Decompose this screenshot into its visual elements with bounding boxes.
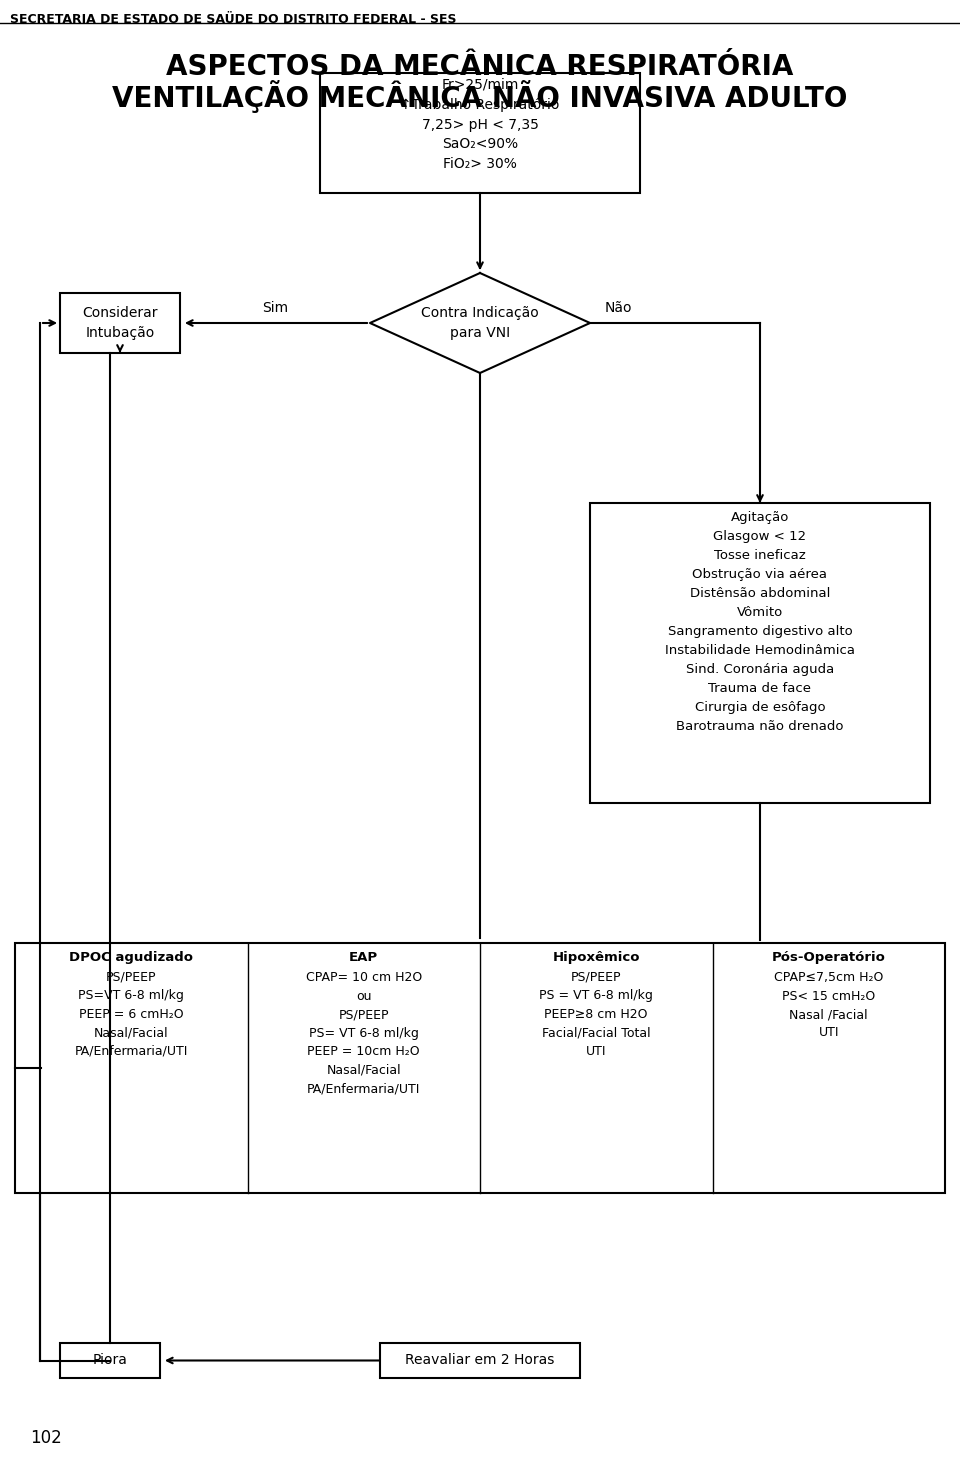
FancyBboxPatch shape xyxy=(60,1343,160,1379)
Text: Contra Indicação
para VNI: Contra Indicação para VNI xyxy=(421,306,539,340)
Text: Pós-Operatório: Pós-Operatório xyxy=(772,952,886,963)
FancyBboxPatch shape xyxy=(380,1343,580,1379)
Text: Hipoxêmico: Hipoxêmico xyxy=(553,952,640,963)
Text: Não: Não xyxy=(605,300,633,315)
Text: PS/PEEP
PS=VT 6-8 ml/kg
PEEP = 6 cmH₂O
Nasal/Facial
PA/Enfermaria/UTI: PS/PEEP PS=VT 6-8 ml/kg PEEP = 6 cmH₂O N… xyxy=(75,971,188,1058)
Text: 102: 102 xyxy=(30,1429,61,1446)
FancyBboxPatch shape xyxy=(320,74,640,193)
FancyBboxPatch shape xyxy=(590,502,930,803)
Text: Reavaliar em 2 Horas: Reavaliar em 2 Horas xyxy=(405,1354,555,1367)
Text: Piora: Piora xyxy=(92,1354,128,1367)
FancyBboxPatch shape xyxy=(15,943,945,1193)
Text: Sim: Sim xyxy=(262,300,288,315)
Text: DPOC agudizado: DPOC agudizado xyxy=(69,952,193,963)
Text: Fr>25/mim
↑Trabalho Respiratório
7,25> pH < 7,35
SaO₂<90%
FiO₂> 30%: Fr>25/mim ↑Trabalho Respiratório 7,25> p… xyxy=(400,78,560,171)
Text: Considerar
Intubação: Considerar Intubação xyxy=(83,306,157,340)
Text: CPAP= 10 cm H2O
ou
PS/PEEP
PS= VT 6-8 ml/kg
PEEP = 10cm H₂O
Nasal/Facial
PA/Enfe: CPAP= 10 cm H2O ou PS/PEEP PS= VT 6-8 ml… xyxy=(305,971,421,1094)
Text: CPAP≤7,5cm H₂O
PS< 15 cmH₂O
Nasal /Facial
UTI: CPAP≤7,5cm H₂O PS< 15 cmH₂O Nasal /Facia… xyxy=(774,971,883,1040)
Text: EAP: EAP xyxy=(349,952,378,963)
Text: SECRETARIA DE ESTADO DE SAÜDE DO DISTRITO FEDERAL - SES: SECRETARIA DE ESTADO DE SAÜDE DO DISTRIT… xyxy=(10,13,457,27)
Text: PS/PEEP
PS = VT 6-8 ml/kg
PEEP≥8 cm H2O
Facial/Facial Total
UTI: PS/PEEP PS = VT 6-8 ml/kg PEEP≥8 cm H2O … xyxy=(540,971,653,1058)
Text: VENTILAÇÃO MECÂNICA NÃO INVASIVA ADULTO: VENTILAÇÃO MECÂNICA NÃO INVASIVA ADULTO xyxy=(112,80,848,113)
FancyBboxPatch shape xyxy=(60,293,180,354)
Text: ASPECTOS DA MECÂNICA RESPIRATÓRIA: ASPECTOS DA MECÂNICA RESPIRATÓRIA xyxy=(166,53,794,81)
Text: Agitação
Glasgow < 12
Tosse ineficaz
Obstrução via aérea
Distênsão abdominal
Vôm: Agitação Glasgow < 12 Tosse ineficaz Obs… xyxy=(665,511,855,734)
